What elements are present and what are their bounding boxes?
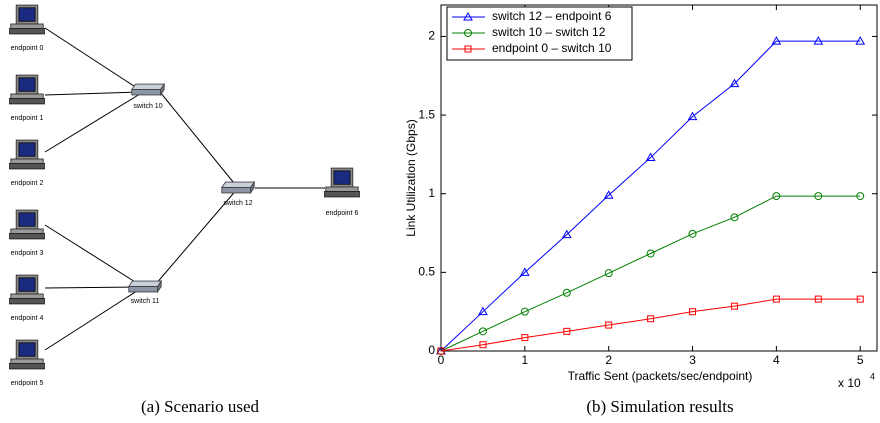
marker (562, 288, 571, 297)
marker (856, 295, 864, 303)
marker (647, 315, 655, 323)
computer-icon (9, 4, 45, 35)
marker (855, 36, 866, 45)
x-scale-exponent: 4 (870, 371, 875, 381)
node-label: switch 12 (223, 200, 252, 207)
computer-icon (324, 167, 360, 198)
node-label: endpoint 5 (11, 380, 44, 387)
marker (437, 347, 445, 355)
marker (856, 192, 865, 201)
marker (519, 267, 530, 276)
marker (604, 269, 613, 278)
caption: (a) Scenario used (141, 397, 260, 416)
marker (814, 295, 822, 303)
marker (521, 334, 529, 342)
marker (730, 302, 738, 310)
link (154, 187, 239, 286)
link (44, 286, 141, 289)
x-axis-label: Traffic Sent (packets/sec/endpoint) (568, 369, 753, 383)
marker (730, 213, 739, 222)
switch-icon (128, 280, 162, 293)
x-tick-label: 3 (689, 353, 696, 367)
legend-label: switch 12 – endpoint 6 (492, 9, 612, 23)
x-tick-label: 0 (438, 353, 445, 367)
y-tick-label: 1 (428, 186, 435, 200)
caption: (b) Simulation results (586, 397, 733, 416)
node-label: switch 11 (131, 298, 160, 305)
link (44, 288, 141, 351)
node-label: switch 10 (133, 103, 162, 110)
node-label: endpoint 2 (11, 180, 44, 187)
y-tick-label: 0 (428, 343, 435, 357)
computer-icon (9, 139, 45, 170)
series-line (440, 195, 861, 352)
marker (645, 152, 656, 162)
marker (689, 308, 697, 316)
marker (478, 327, 487, 336)
computer-icon (9, 274, 45, 305)
x-tick-label: 2 (605, 353, 612, 367)
marker (772, 295, 780, 303)
computer-icon (9, 339, 45, 370)
x-tick-label: 1 (522, 353, 529, 367)
marker (603, 190, 614, 199)
link (159, 91, 239, 189)
marker (729, 78, 740, 88)
marker (687, 111, 698, 121)
marker (463, 11, 473, 21)
y-tick-label: 0.5 (418, 265, 435, 279)
link (44, 91, 141, 96)
node-label: endpoint 0 (11, 45, 44, 52)
series-line (440, 298, 861, 352)
node-label: endpoint 6 (326, 210, 359, 217)
link (44, 27, 141, 91)
series-line (440, 40, 861, 352)
legend-label: endpoint 0 – switch 10 (492, 41, 612, 55)
marker (814, 192, 823, 201)
marker (464, 45, 472, 53)
switch-icon (221, 181, 255, 194)
marker (771, 36, 782, 45)
marker (772, 192, 781, 201)
y-tick-label: 2 (428, 29, 435, 43)
y-tick-label: 1.5 (418, 107, 435, 121)
computer-icon (9, 209, 45, 240)
marker (688, 229, 697, 238)
marker (520, 307, 529, 316)
marker (561, 229, 572, 239)
legend-label: switch 10 – switch 12 (492, 25, 606, 39)
link (44, 93, 141, 153)
y-axis-label: Link Utilization (Gbps) (404, 119, 418, 236)
marker (563, 327, 571, 335)
x-scale-label: x 10 (838, 376, 861, 390)
marker (464, 29, 472, 37)
plot-frame (440, 4, 878, 352)
computer-icon (9, 74, 45, 105)
switch-icon (131, 83, 165, 96)
link (44, 224, 141, 286)
marker (813, 36, 824, 45)
network-links (44, 27, 325, 351)
marker (605, 321, 613, 329)
marker (646, 249, 655, 258)
node-label: endpoint 1 (11, 115, 44, 122)
x-tick-label: 4 (773, 353, 780, 367)
node-label: endpoint 3 (11, 250, 44, 257)
x-tick-label: 5 (857, 353, 864, 367)
node-label: endpoint 4 (11, 315, 44, 322)
marker (478, 306, 488, 316)
marker (479, 341, 487, 349)
